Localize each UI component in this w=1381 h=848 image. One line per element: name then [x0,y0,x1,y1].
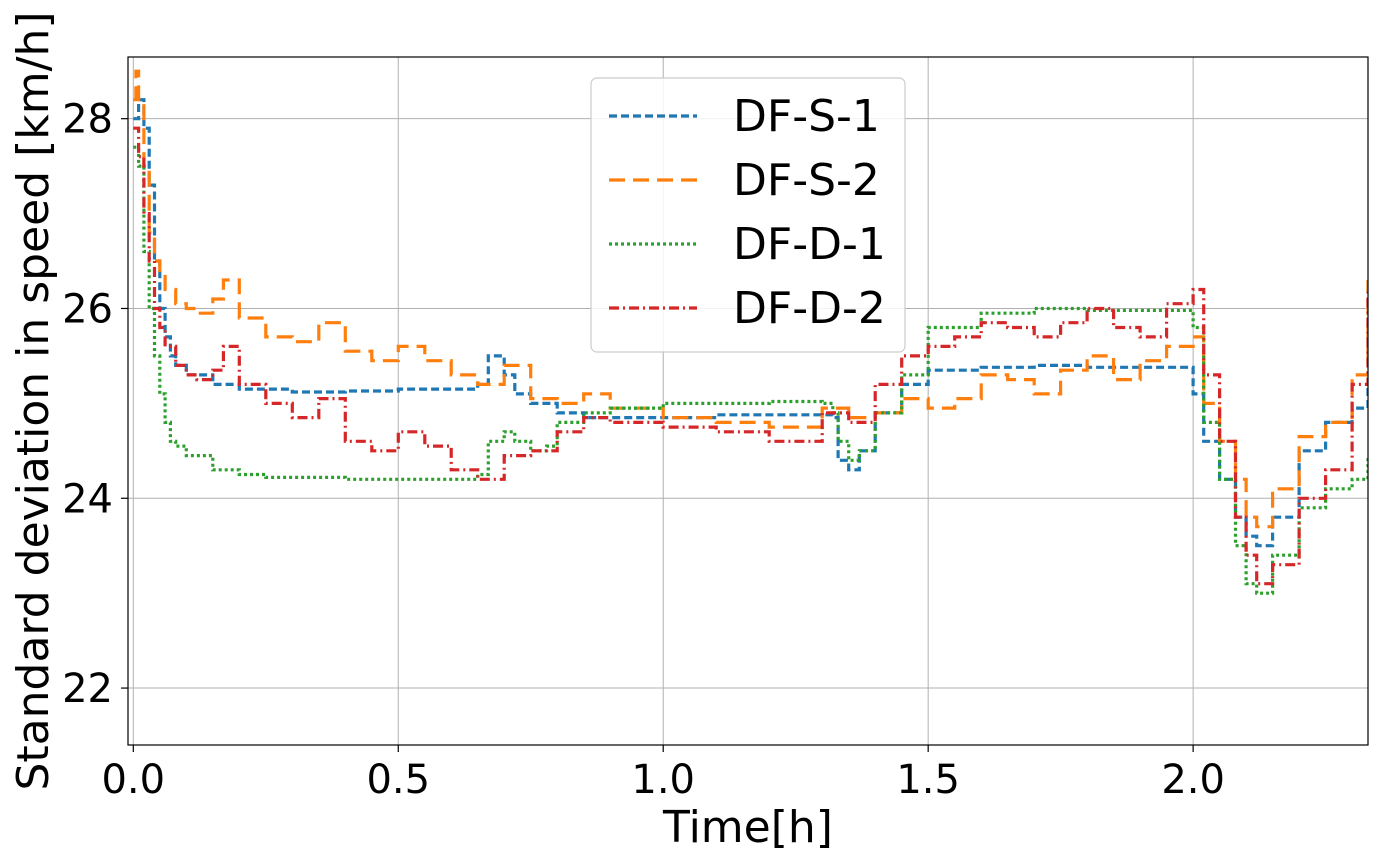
legend-label: DF-S-2 [733,155,880,206]
legend-box [590,77,906,353]
x-tick-label: 1.5 [896,757,960,803]
axis-ticks: 0.0 0.5 1.0 1.5 2.0 22 24 26 28 [62,97,1225,803]
series-line-df-s-1 [133,98,1368,548]
series-line-df-d-2 [133,126,1368,586]
plot-frame [127,56,1369,746]
x-tick-label: 0.0 [101,757,165,803]
y-tick-label: 26 [62,286,113,332]
legend-label: DF-D-1 [733,219,886,270]
x-tick-label: 2.0 [1161,757,1225,803]
series-line-df-d-1 [133,145,1368,595]
y-tick-label: 28 [62,97,113,143]
legend-label: DF-D-2 [733,283,886,334]
legend-label: DF-S-1 [733,91,880,142]
y-axis-label: Standard deviation in speed [km/h] [8,11,59,790]
x-axis-label: Time[h] [662,802,833,848]
series-layer [133,69,1368,595]
y-tick-label: 22 [62,666,113,712]
y-tick-label: 24 [62,476,113,522]
x-tick-label: 0.5 [366,757,430,803]
x-tick-label: 1.0 [631,757,695,803]
legend: DF-S-1 DF-S-2 DF-D-1 DF-D-2 [590,77,906,353]
